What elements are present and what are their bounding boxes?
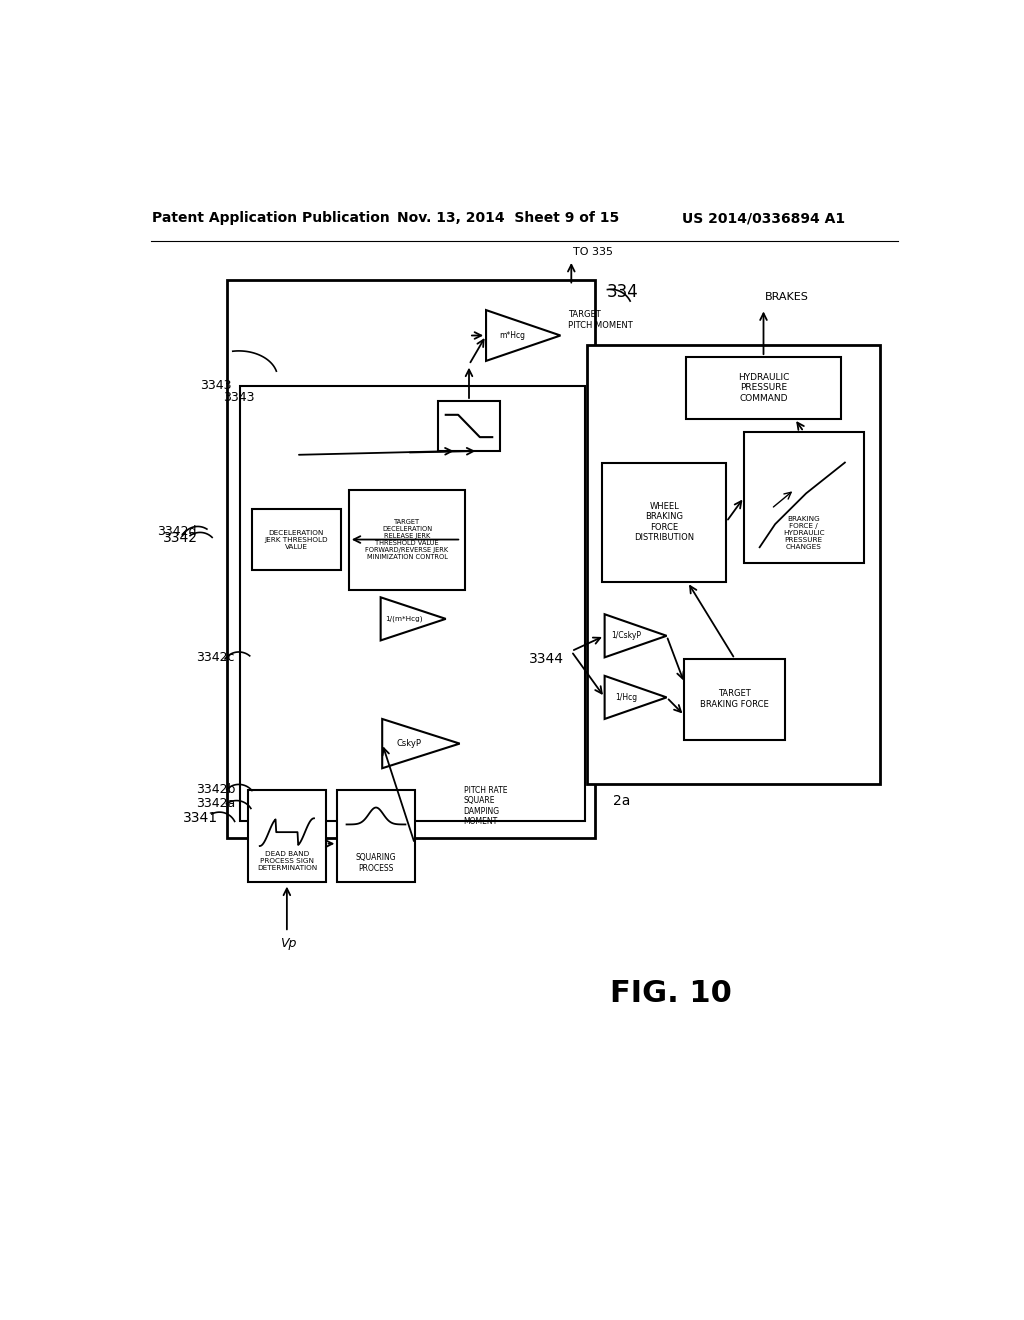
Text: 1/(m*Hcg): 1/(m*Hcg) bbox=[385, 615, 422, 622]
Text: 3343: 3343 bbox=[200, 379, 231, 392]
Text: PITCH RATE
SQUARE
DAMPING
MOMENT: PITCH RATE SQUARE DAMPING MOMENT bbox=[464, 785, 507, 826]
Polygon shape bbox=[382, 719, 460, 768]
Polygon shape bbox=[486, 310, 560, 360]
Text: TARGET
BRAKING FORCE: TARGET BRAKING FORCE bbox=[700, 689, 769, 709]
Bar bbox=[248, 789, 326, 882]
Text: 3342d: 3342d bbox=[157, 525, 197, 539]
Text: DECELERATION
JERK THRESHOLD
VALUE: DECELERATION JERK THRESHOLD VALUE bbox=[264, 529, 328, 549]
Bar bbox=[684, 659, 785, 739]
Text: BRAKING
FORCE /
HYDRAULIC
PRESSURE
CHANGES: BRAKING FORCE / HYDRAULIC PRESSURE CHANG… bbox=[783, 516, 824, 550]
Text: Patent Application Publication: Patent Application Publication bbox=[153, 211, 390, 226]
Text: HYDRAULIC
PRESSURE
COMMAND: HYDRAULIC PRESSURE COMMAND bbox=[738, 374, 790, 403]
Bar bbox=[744, 432, 864, 562]
Bar bbox=[241, 385, 586, 821]
Text: m*Hcg: m*Hcg bbox=[499, 331, 525, 341]
Text: 3343: 3343 bbox=[223, 391, 255, 404]
Text: TO 335: TO 335 bbox=[572, 247, 612, 257]
Bar bbox=[227, 280, 595, 838]
Text: DEAD BAND
PROCESS SIGN
DETERMINATION: DEAD BAND PROCESS SIGN DETERMINATION bbox=[257, 850, 317, 871]
Text: 3342a: 3342a bbox=[196, 797, 236, 810]
Bar bbox=[252, 508, 341, 570]
Polygon shape bbox=[381, 597, 445, 640]
Polygon shape bbox=[604, 676, 667, 719]
Text: 3344: 3344 bbox=[529, 652, 564, 665]
Text: 1/Hcg: 1/Hcg bbox=[615, 693, 637, 702]
Bar bbox=[349, 490, 465, 590]
Bar bbox=[587, 345, 880, 784]
Bar bbox=[438, 401, 500, 451]
Polygon shape bbox=[604, 614, 667, 657]
Text: SQUARING
PROCESS: SQUARING PROCESS bbox=[355, 853, 396, 873]
Text: TARGET
DECELERATION
RELEASE JERK
THRESHOLD VALUE
FORWARD/REVERSE JERK
MINIMIZATI: TARGET DECELERATION RELEASE JERK THRESHO… bbox=[366, 519, 449, 560]
Text: 1/CskyP: 1/CskyP bbox=[611, 631, 641, 640]
Text: Vp: Vp bbox=[281, 937, 297, 950]
Text: US 2014/0336894 A1: US 2014/0336894 A1 bbox=[682, 211, 845, 226]
Text: 3341: 3341 bbox=[182, 810, 218, 825]
Text: WHEEL
BRAKING
FORCE
DISTRIBUTION: WHEEL BRAKING FORCE DISTRIBUTION bbox=[634, 502, 694, 543]
Text: 334: 334 bbox=[606, 282, 638, 301]
Text: FIG. 10: FIG. 10 bbox=[609, 979, 731, 1008]
Text: 2a: 2a bbox=[613, 793, 631, 808]
Text: 3342c: 3342c bbox=[197, 651, 234, 664]
Bar bbox=[337, 789, 415, 882]
Text: TARGET
PITCH MOMENT: TARGET PITCH MOMENT bbox=[568, 310, 633, 330]
Bar bbox=[686, 358, 841, 418]
Text: CskyP: CskyP bbox=[397, 739, 422, 748]
Text: 3342b: 3342b bbox=[196, 783, 236, 796]
Bar bbox=[602, 462, 726, 582]
Text: 3342: 3342 bbox=[163, 531, 199, 545]
Text: Nov. 13, 2014  Sheet 9 of 15: Nov. 13, 2014 Sheet 9 of 15 bbox=[396, 211, 618, 226]
Text: BRAKES: BRAKES bbox=[765, 292, 809, 302]
